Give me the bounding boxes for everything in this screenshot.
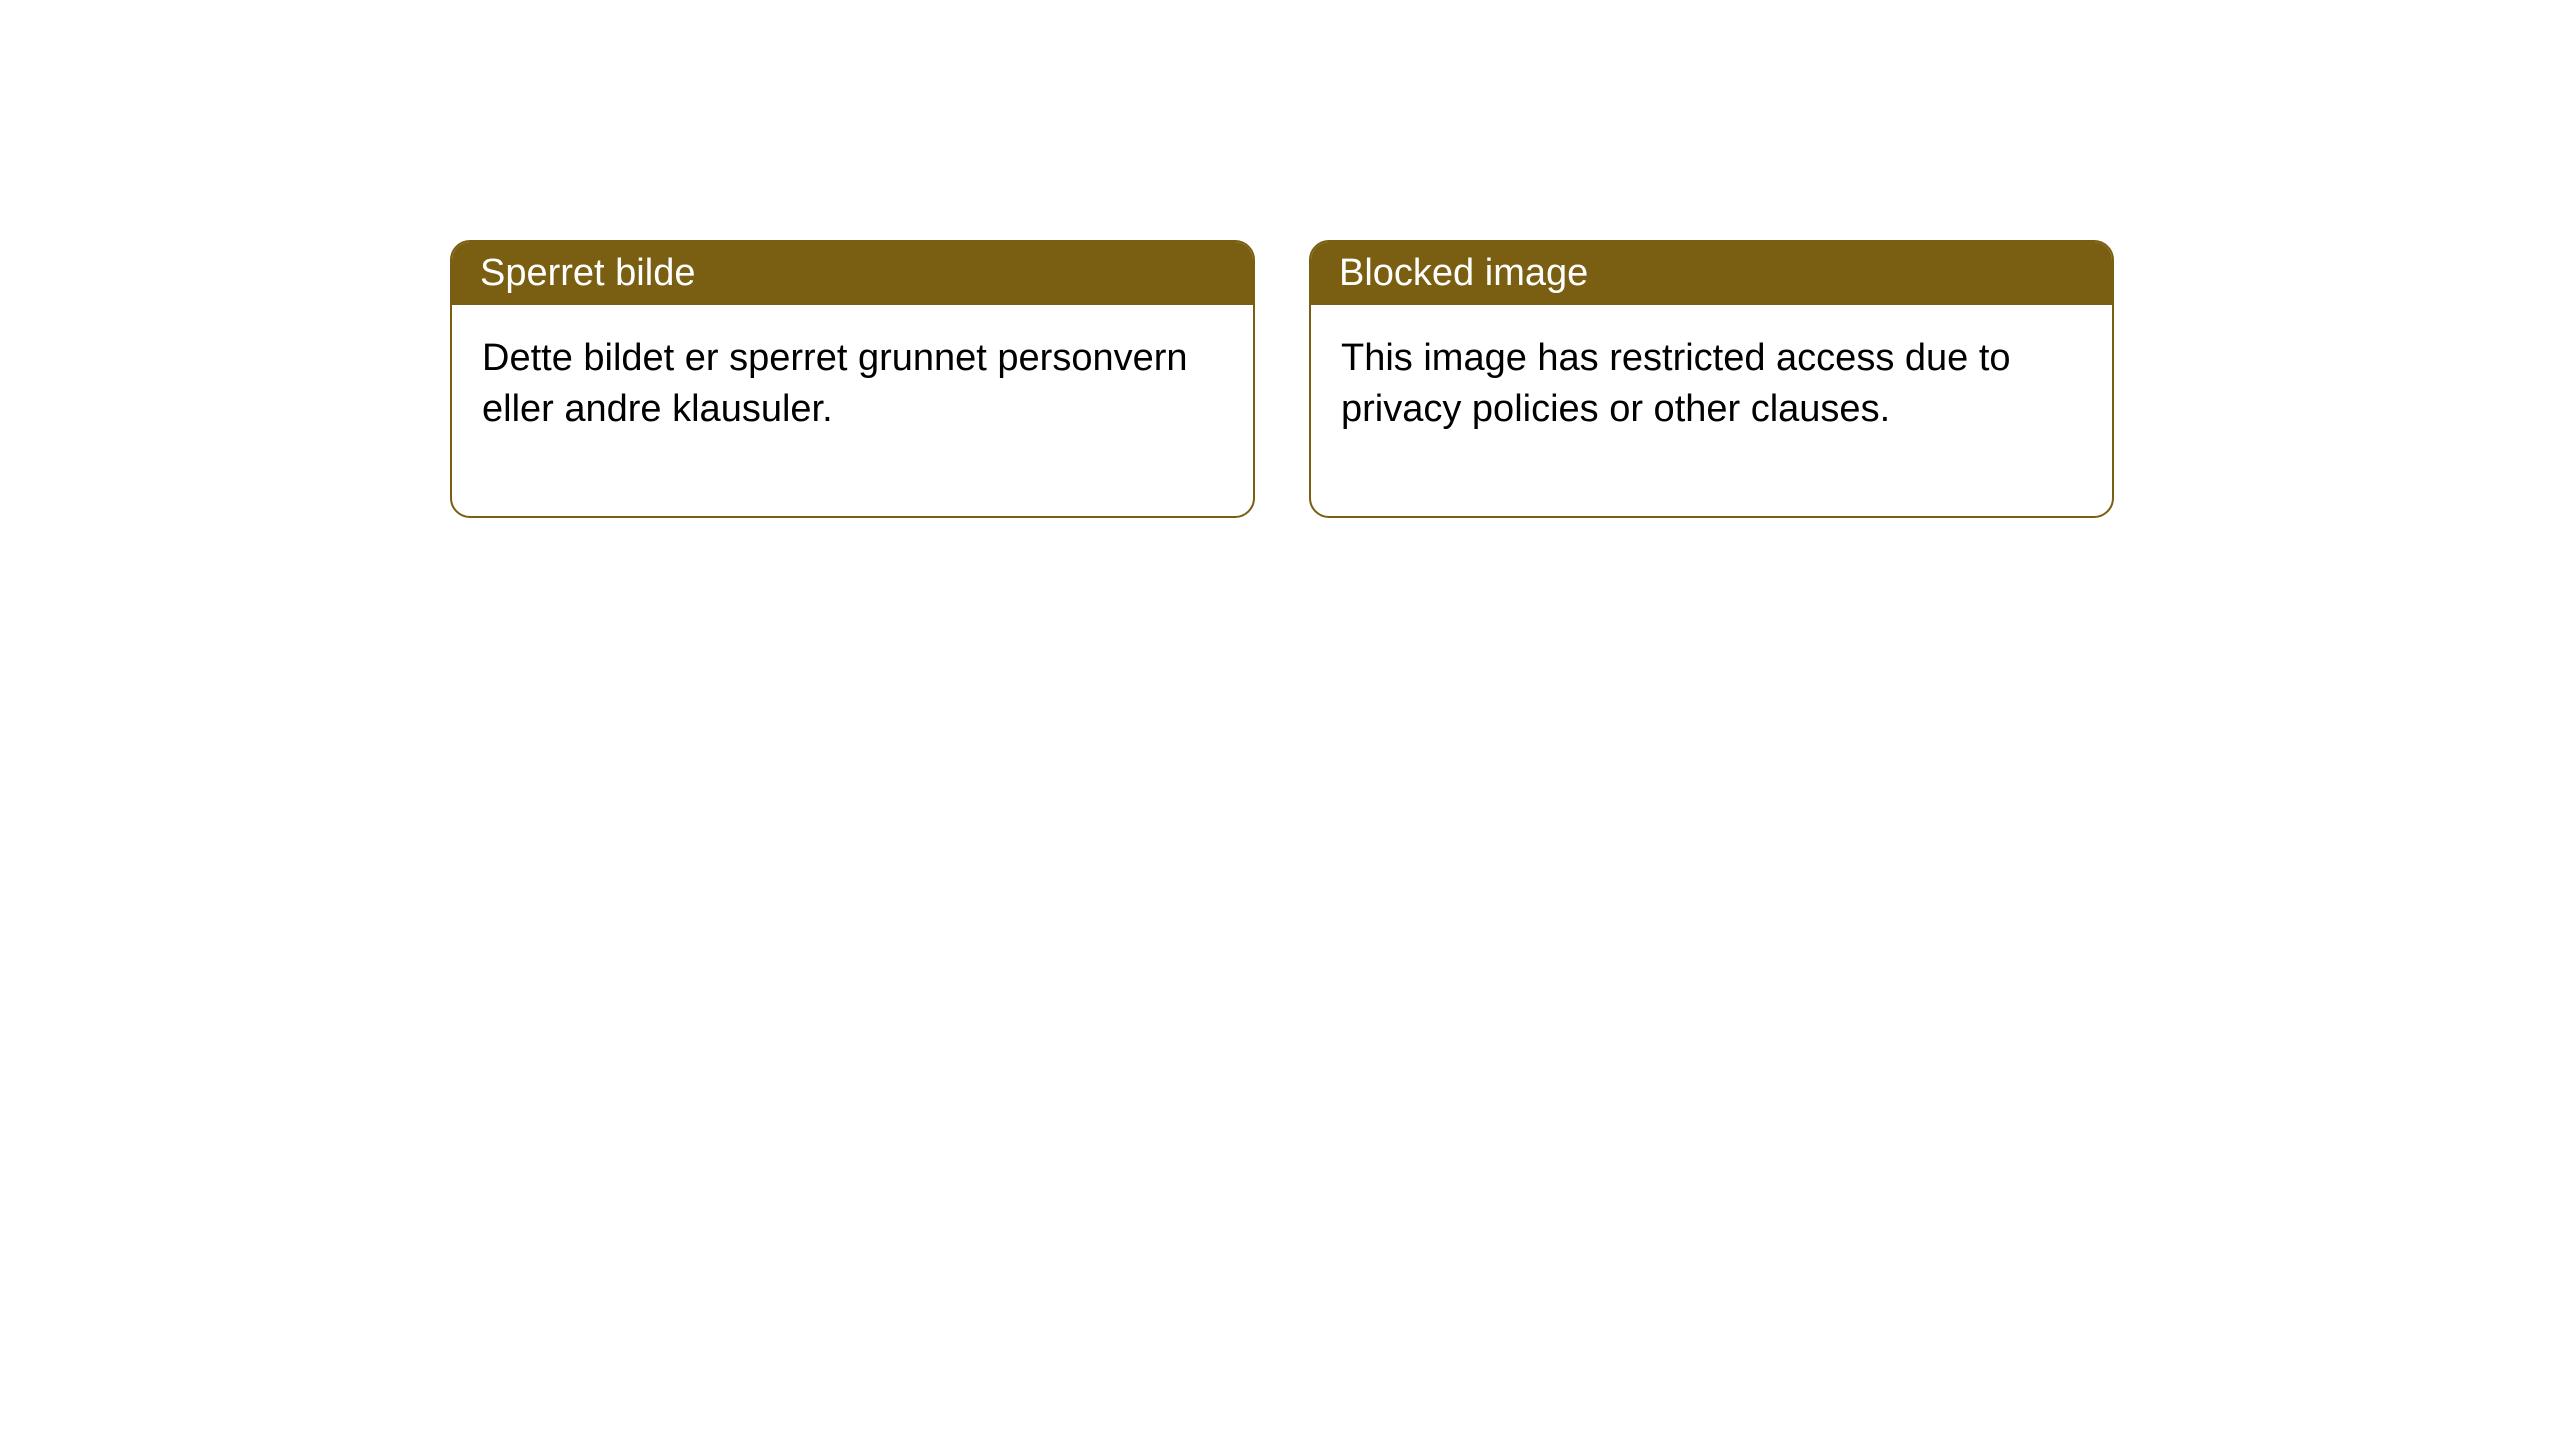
notice-title: Sperret bilde bbox=[480, 252, 695, 294]
notice-title: Blocked image bbox=[1339, 252, 1588, 294]
notice-message: This image has restricted access due to … bbox=[1341, 337, 2011, 430]
notice-container: Sperret bilde Dette bildet er sperret gr… bbox=[0, 0, 2560, 518]
notice-body: This image has restricted access due to … bbox=[1311, 305, 2112, 516]
notice-header: Sperret bilde bbox=[452, 242, 1253, 305]
notice-body: Dette bildet er sperret grunnet personve… bbox=[452, 305, 1253, 516]
notice-message: Dette bildet er sperret grunnet personve… bbox=[482, 337, 1188, 430]
notice-card-norwegian: Sperret bilde Dette bildet er sperret gr… bbox=[450, 240, 1255, 518]
notice-header: Blocked image bbox=[1311, 242, 2112, 305]
notice-card-english: Blocked image This image has restricted … bbox=[1309, 240, 2114, 518]
